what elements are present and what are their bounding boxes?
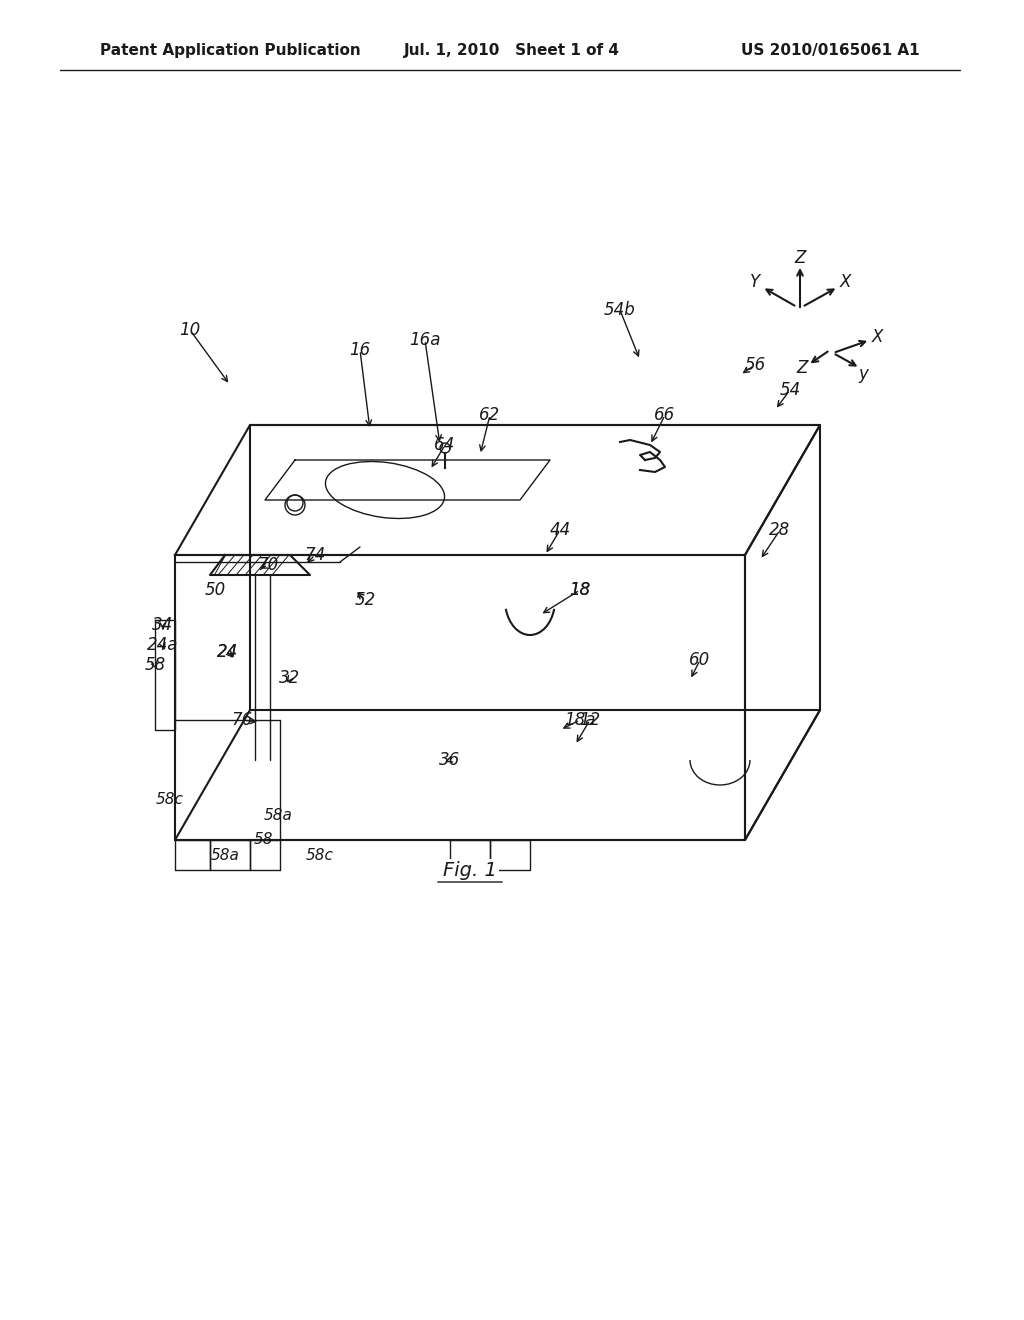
Text: 58: 58	[144, 656, 166, 675]
Text: 66: 66	[654, 407, 676, 424]
Text: 34: 34	[153, 616, 174, 634]
Text: 18: 18	[569, 581, 591, 599]
Text: 58a: 58a	[263, 808, 293, 822]
Text: 36: 36	[439, 751, 461, 770]
Text: 58c: 58c	[306, 847, 334, 862]
Text: 18: 18	[569, 581, 591, 599]
Text: 16a: 16a	[410, 331, 440, 348]
Text: 18a: 18a	[564, 711, 596, 729]
Text: US 2010/0165061 A1: US 2010/0165061 A1	[741, 42, 920, 58]
Text: 58c: 58c	[156, 792, 184, 808]
Text: 16: 16	[349, 341, 371, 359]
Text: X: X	[840, 273, 851, 290]
Text: 76: 76	[231, 711, 253, 729]
Text: 54b: 54b	[604, 301, 636, 319]
Text: 74: 74	[304, 546, 326, 564]
Text: 50: 50	[205, 581, 225, 599]
Text: Y: Y	[750, 273, 760, 290]
Text: 24: 24	[217, 643, 239, 661]
Text: 70: 70	[257, 556, 279, 574]
Text: Jul. 1, 2010   Sheet 1 of 4: Jul. 1, 2010 Sheet 1 of 4	[404, 42, 620, 58]
Text: 24a: 24a	[147, 636, 179, 653]
Text: 12: 12	[580, 711, 601, 729]
Text: 60: 60	[689, 651, 711, 669]
Text: 52: 52	[354, 591, 376, 609]
Text: X: X	[871, 327, 883, 346]
Text: y: y	[858, 366, 868, 383]
Text: 58a: 58a	[211, 847, 240, 862]
Text: 32: 32	[280, 669, 301, 686]
Text: 54: 54	[779, 381, 801, 399]
Text: Fig. 1: Fig. 1	[443, 861, 497, 879]
Text: Z: Z	[797, 359, 808, 378]
Text: Patent Application Publication: Patent Application Publication	[100, 42, 360, 58]
Text: 56: 56	[744, 356, 766, 374]
Text: 24: 24	[217, 643, 239, 661]
Text: 10: 10	[179, 321, 201, 339]
Text: 28: 28	[769, 521, 791, 539]
Text: 44: 44	[549, 521, 570, 539]
Text: Z: Z	[795, 249, 806, 267]
Text: 62: 62	[479, 407, 501, 424]
Text: 58: 58	[253, 833, 272, 847]
Text: 64: 64	[434, 436, 456, 454]
